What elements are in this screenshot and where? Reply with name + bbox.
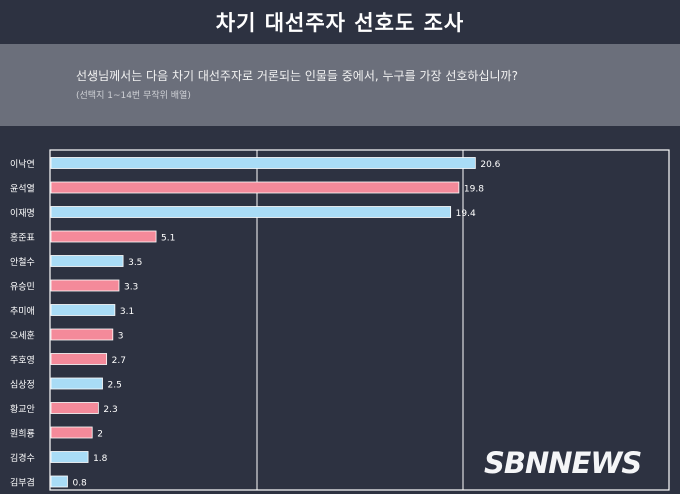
bar <box>50 353 108 365</box>
value-label: 3.3 <box>124 283 138 293</box>
category-label: 홍준표 <box>10 232 35 244</box>
value-label: 2 <box>97 430 103 440</box>
value-label: 2.3 <box>103 405 117 415</box>
category-label: 유승민 <box>10 282 35 293</box>
value-label: 19.4 <box>456 209 476 219</box>
bar <box>50 255 124 267</box>
bar <box>50 304 116 316</box>
category-label: 심상정 <box>10 380 35 391</box>
category-label: 안철수 <box>10 257 35 268</box>
value-label: 19.8 <box>464 185 484 195</box>
question-box: 선생님께서는 다음 차기 대선주자로 거론되는 인물들 중에서, 누구를 가장 … <box>0 44 680 126</box>
value-label: 5.1 <box>161 234 175 244</box>
bar <box>50 426 93 439</box>
value-label: 3.1 <box>120 307 134 317</box>
plot-frame <box>49 149 670 491</box>
survey-note: (선택지 1~14번 무작위 배열) <box>76 91 191 101</box>
bar <box>50 475 68 488</box>
survey-question: 선생님께서는 다음 차기 대선주자로 거론되는 인물들 중에서, 누구를 가장 … <box>76 69 518 83</box>
value-label: 3.5 <box>128 258 142 268</box>
watermark-logo: SBNNEWS <box>484 446 642 480</box>
bar-chart-svg: 이낙연 20.6 윤석열 19.8 이재명 19.4 홍준표 5.1 안철수 3.5 유승민 3.3 추… <box>10 149 670 491</box>
bar <box>50 328 114 341</box>
bar-chart: 이낙연 20.6 윤석열 19.8 이재명 19.4 홍준표 5.1 안철수 3.5 유승민 3.3 추… <box>0 126 680 494</box>
value-label: 2.7 <box>112 356 126 366</box>
bar <box>50 451 89 463</box>
category-label: 오세훈 <box>10 330 35 342</box>
value-label: 2.5 <box>108 381 122 391</box>
bar <box>50 181 460 194</box>
category-label: 윤석열 <box>10 184 35 195</box>
bar <box>50 157 476 169</box>
bar <box>50 230 157 243</box>
bar <box>50 206 452 218</box>
category-label: 주호영 <box>10 355 35 366</box>
value-label: 0.8 <box>72 479 87 489</box>
category-label: 이재명 <box>10 208 35 219</box>
bar <box>50 402 99 414</box>
value-label: 20.6 <box>480 160 500 170</box>
category-label: 김경수 <box>10 452 35 464</box>
page-title: 차기 대선주자 선호도 조사 <box>215 11 465 35</box>
value-label: 3 <box>118 332 124 342</box>
category-label: 원희룡 <box>10 428 35 440</box>
category-label: 김부겸 <box>10 477 35 489</box>
bar <box>50 377 103 390</box>
value-label: 1.8 <box>93 454 108 464</box>
category-label: 추미애 <box>10 306 35 317</box>
bar <box>50 279 120 292</box>
category-label: 황교안 <box>10 404 35 415</box>
header: 차기 대선주자 선호도 조사 <box>0 0 680 44</box>
category-label: 이낙연 <box>10 159 35 170</box>
